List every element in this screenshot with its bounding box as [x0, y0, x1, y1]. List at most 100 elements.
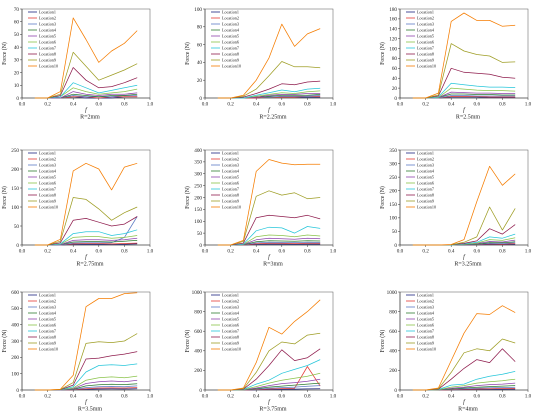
y-tick-label: 180: [389, 7, 397, 13]
y-axis-label: Force (N): [1, 330, 8, 353]
legend-label: Location9: [417, 58, 434, 63]
x-axis-label: f: [268, 254, 271, 261]
legend-label: Location7: [39, 46, 56, 51]
series-line-location7: [34, 82, 138, 99]
legend-label: Location5: [417, 34, 434, 39]
legend: Location1Location2Location3Location4Loca…: [211, 151, 241, 210]
x-tick-label: 0.2: [44, 249, 51, 255]
y-tick-label: 0: [199, 96, 202, 102]
legend-label: Location9: [39, 341, 56, 346]
y-tick-label: 200: [11, 167, 19, 173]
y-tick-label: 160: [389, 17, 397, 23]
legend: Location1Location2Location3Location4Loca…: [406, 10, 436, 69]
legend-label: Location1: [222, 151, 239, 156]
y-tick-label: 0: [16, 96, 19, 102]
y-tick-label: 50: [197, 231, 203, 237]
x-tick-label: 0.2: [227, 102, 234, 108]
x-tick-label: 0.0: [397, 394, 404, 400]
legend-label: Location6: [39, 323, 56, 328]
x-tick-label: 0.8: [121, 394, 128, 400]
y-tick-label: 500: [11, 306, 19, 312]
x-tick-label: 0.8: [121, 249, 128, 255]
y-tick-label: 40: [392, 76, 398, 82]
legend-label: Location3: [417, 163, 434, 168]
y-axis-label: Force (N): [379, 330, 386, 353]
series-line-location9: [412, 43, 516, 99]
x-axis-label: f: [463, 107, 466, 114]
x-tick-label: 0.0: [202, 102, 209, 108]
series-line-location9: [34, 197, 138, 246]
legend-label: Location3: [222, 22, 239, 27]
legend-label: Location3: [417, 22, 434, 27]
y-axis-label: Force (N): [1, 186, 8, 209]
series-line-location8: [34, 67, 138, 99]
x-axis-label: f: [463, 399, 466, 406]
x-tick-label: 0.4: [253, 394, 260, 400]
legend: Location1Location2Location3Location4Loca…: [406, 293, 436, 352]
series-line-location3: [34, 216, 138, 246]
y-tick-label: 800: [389, 309, 397, 315]
legend-label: Location4: [417, 28, 435, 33]
x-tick-label: 0.6: [279, 102, 286, 108]
legend-label: Location4: [39, 28, 57, 33]
legend-label: Location8: [39, 52, 56, 57]
y-tick-label: 1000: [192, 290, 203, 296]
y-tick-label: 150: [11, 186, 19, 192]
legend-label: Location1: [39, 293, 56, 298]
panel-label: R=3.5mm: [78, 407, 103, 413]
legend-label: Location6: [417, 323, 434, 328]
y-axis-label: Force (N): [184, 42, 191, 65]
chart-panel-5: 0 50 100 150 200 250 300 350 400 0.0 0.2 0.4 0.6 0.8 1…: [184, 148, 337, 268]
legend-label: Location9: [222, 58, 239, 63]
y-tick-label: 120: [389, 36, 397, 42]
legend-label: Location10: [417, 64, 436, 69]
x-tick-label: 0.0: [19, 394, 26, 400]
y-tick-label: 50: [14, 32, 20, 38]
x-tick-label: 0.8: [499, 394, 506, 400]
y-axis-label: Force (N): [1, 42, 8, 65]
x-tick-label: 0.0: [19, 249, 26, 255]
x-tick-label: 1.0: [330, 394, 337, 400]
legend-label: Location8: [417, 335, 434, 340]
y-tick-label: 250: [194, 183, 202, 189]
legend-label: Location5: [417, 317, 434, 322]
legend-label: Location7: [417, 187, 434, 192]
legend-label: Location10: [417, 347, 436, 352]
legend: Location1Location2Location3Location4Loca…: [211, 293, 241, 352]
legend-label: Location3: [417, 305, 434, 310]
x-tick-label: 1.0: [330, 249, 337, 255]
legend-label: Location1: [39, 151, 56, 156]
legend-label: Location2: [39, 16, 56, 21]
y-tick-label: 350: [194, 160, 202, 166]
legend-label: Location7: [222, 329, 239, 334]
x-tick-label: 0.6: [279, 249, 286, 255]
y-tick-label: 400: [11, 322, 19, 328]
y-tick-label: 300: [194, 172, 202, 178]
legend-label: Location10: [222, 347, 241, 352]
x-tick-label: 0.2: [422, 102, 429, 108]
series-line-location8: [34, 216, 138, 246]
x-tick-label: 1.0: [525, 249, 532, 255]
x-tick-label: 0.2: [227, 249, 234, 255]
y-tick-label: 0: [394, 388, 397, 394]
x-tick-label: 0.8: [304, 394, 311, 400]
legend-label: Location9: [39, 199, 56, 204]
legend-label: Location8: [417, 52, 434, 57]
y-tick-label: 150: [389, 202, 397, 208]
chart-panel-2: 0 20 40 60 80 100 0.0 0.2 0.4 0.6 0.8 1.0 fR=2.25mm F…: [184, 7, 337, 121]
x-tick-label: 0.4: [253, 102, 260, 108]
legend-label: Location3: [222, 163, 239, 168]
y-axis-label: Force (N): [379, 186, 386, 209]
legend-label: Location10: [222, 64, 241, 69]
y-tick-label: 60: [392, 66, 398, 72]
y-tick-label: 10: [14, 83, 20, 89]
x-tick-label: 0.6: [96, 249, 103, 255]
y-tick-label: 50: [392, 229, 398, 235]
legend-label: Location6: [417, 40, 434, 45]
legend-label: Location10: [222, 205, 241, 210]
x-tick-label: 0.0: [397, 102, 404, 108]
y-tick-label: 350: [389, 148, 397, 154]
legend-label: Location5: [222, 317, 239, 322]
legend-label: Location10: [39, 347, 58, 352]
